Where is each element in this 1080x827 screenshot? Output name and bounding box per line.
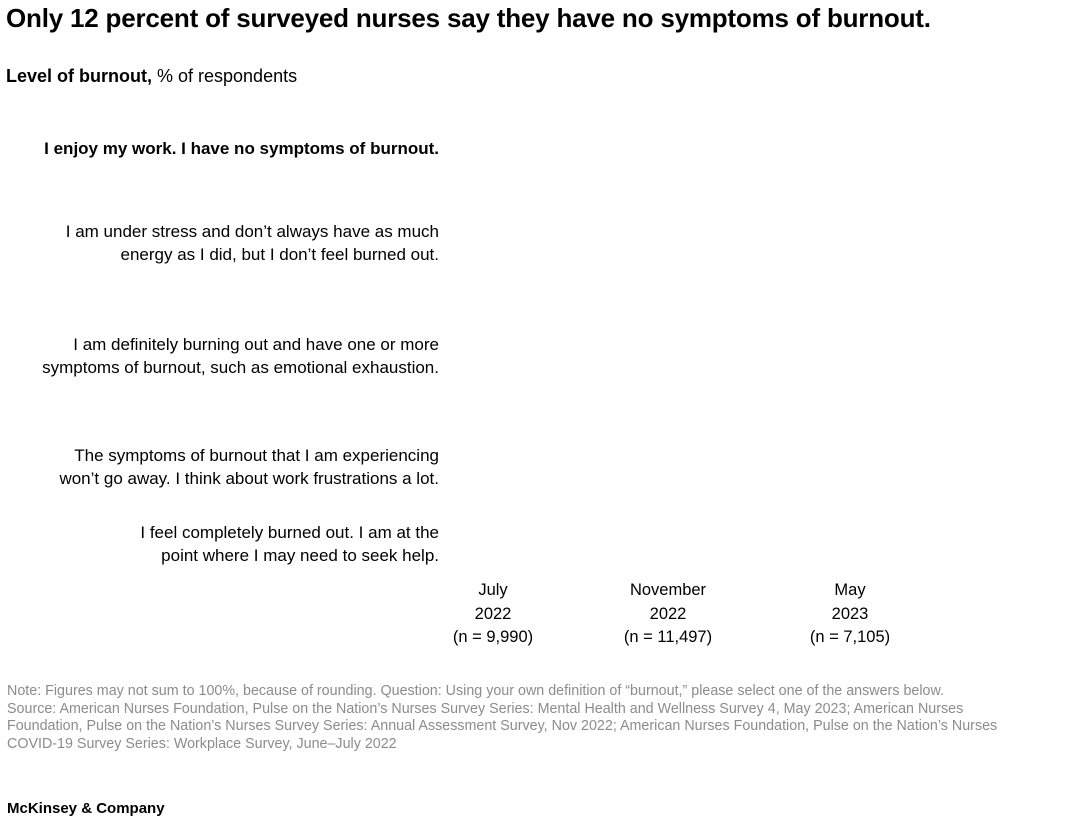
row-label-line: won’t go away. I think about work frustr… <box>59 469 439 488</box>
column-sample-size: (n = 9,990) <box>452 628 534 646</box>
row-label-definitely-burning-out: I am definitely burning out and have one… <box>42 333 439 379</box>
column-sample-size: (n = 11,497) <box>623 628 713 646</box>
mckinsey-company-wordmark: McKinsey & Company <box>7 800 165 817</box>
column-month: May <box>834 581 866 599</box>
column-month: November <box>629 581 707 599</box>
column-year: 2023 <box>831 604 869 623</box>
column-header-july-2022: July 2022 (n = 9,990) <box>383 579 603 650</box>
row-label-line: I enjoy my work. I have no symptoms of b… <box>44 139 439 158</box>
row-label-symptoms-wont-go-away: The symptoms of burnout that I am experi… <box>59 444 439 490</box>
row-label-line: I am definitely burning out and have one… <box>73 335 439 354</box>
column-year: 2022 <box>474 604 512 623</box>
column-month: July <box>478 581 508 599</box>
footnote-line: Source: American Nurses Foundation, Puls… <box>7 700 964 717</box>
column-header-may-2023: May 2023 (n = 7,105) <box>740 579 960 650</box>
footnote-line: COVID-19 Survey Series: Workplace Survey… <box>7 736 397 753</box>
footnote: Note: Figures may not sum to 100%, becau… <box>7 683 997 754</box>
row-label-under-stress: I am under stress and don’t always have … <box>66 220 439 266</box>
footnote-line: Note: Figures may not sum to 100%, becau… <box>7 683 944 699</box>
chart-plot-area-empty <box>455 120 1070 570</box>
page-title: Only 12 percent of surveyed nurses say t… <box>6 3 931 33</box>
row-label-completely-burned-out: I feel completely burned out. I am at th… <box>140 521 439 567</box>
row-label-line: The symptoms of burnout that I am experi… <box>74 446 439 465</box>
row-label-no-symptoms: I enjoy my work. I have no symptoms of b… <box>44 137 439 160</box>
footnote-line: Foundation, Pulse on the Nation’s Nurses… <box>7 718 998 735</box>
row-label-line: point where I may need to seek help. <box>161 546 439 565</box>
subtitle-unit-label: % of respondents <box>152 66 298 86</box>
row-label-line: I am under stress and don’t always have … <box>65 222 439 241</box>
row-label-line: energy as I did, but I don’t feel burned… <box>120 245 440 264</box>
column-year: 2022 <box>649 604 687 623</box>
row-label-line: symptoms of burnout, such as emotional e… <box>42 358 439 377</box>
column-sample-size: (n = 7,105) <box>809 628 891 646</box>
column-header-november-2022: November 2022 (n = 11,497) <box>558 579 778 650</box>
subtitle-bold-label: Level of burnout, <box>6 66 152 86</box>
row-label-line: I feel completely burned out. I am at th… <box>140 523 439 542</box>
chart-subtitle: Level of burnout, % of respondents <box>6 66 297 87</box>
